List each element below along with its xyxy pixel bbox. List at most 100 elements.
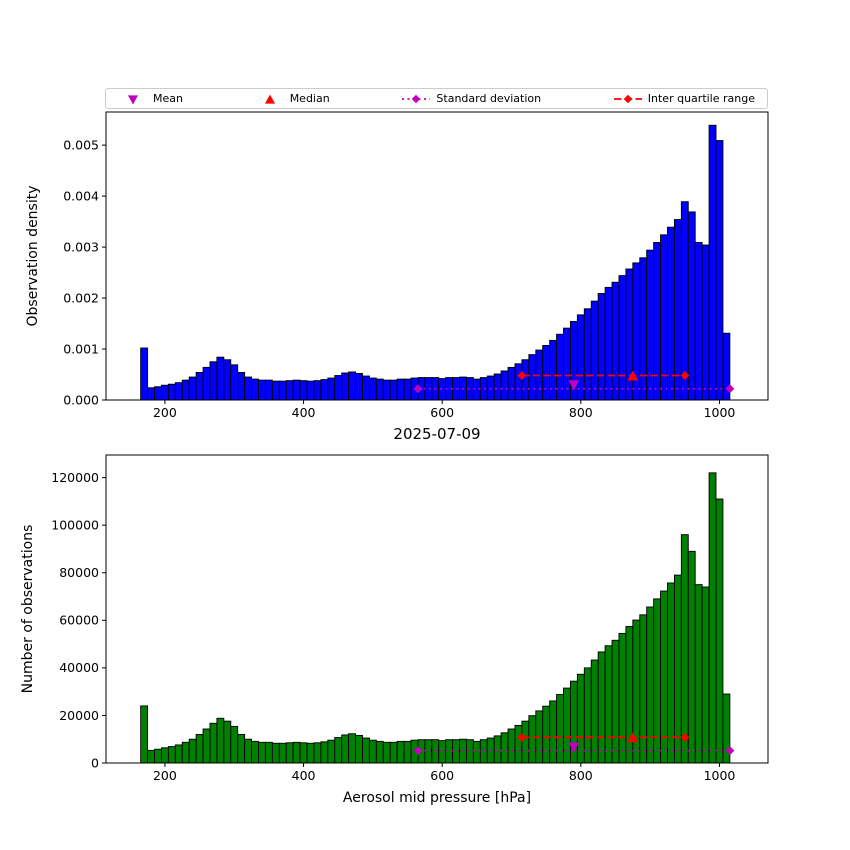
y-tick-label: 80000 [59, 565, 99, 580]
histogram-bar [528, 715, 537, 764]
histogram-bar [230, 725, 239, 764]
histogram-bar [507, 728, 516, 764]
y-tick-label: 0.002 [63, 290, 99, 305]
y-tick-label: 0.003 [63, 239, 99, 254]
histogram-bar [341, 372, 350, 401]
histogram-bar [334, 375, 343, 401]
histogram-bar [667, 226, 675, 401]
histogram-bar [549, 700, 558, 764]
histogram-bar [147, 749, 155, 764]
mean-marker [568, 742, 580, 753]
histogram-bar [244, 376, 253, 401]
histogram-bar [590, 300, 599, 401]
histogram-bar [258, 379, 266, 401]
diamond-dotted-line-icon [402, 94, 431, 103]
histogram-bar [611, 281, 620, 401]
median-marker [627, 370, 639, 381]
histogram-bar [375, 740, 384, 764]
triangle-up-icon [264, 94, 275, 104]
x-tick-label: 800 [569, 768, 593, 783]
panel-top: 200 400 600 800 1000 0.000 0.001 0.002 0.003 0.00… [63, 111, 769, 420]
histogram-bar [625, 626, 634, 764]
histogram-bar [223, 720, 232, 764]
histogram-bar [368, 377, 377, 401]
x-tick-label: 400 [292, 768, 316, 783]
histogram-bar [701, 244, 710, 401]
legend-item-median: Median [255, 92, 330, 106]
panel-bottom: 200 400 600 800 1000 0 20000 40000 60000 80000 100… [51, 454, 769, 783]
histogram-bar [348, 371, 356, 401]
stddev-range-endpoint-marker [725, 746, 735, 756]
histogram-bar [604, 645, 613, 764]
histogram-bar [306, 380, 315, 401]
histogram-bar [639, 257, 648, 401]
histogram-bar [403, 378, 412, 401]
histogram-bar [327, 377, 336, 401]
histogram-bar [396, 740, 405, 764]
x-tick-label: 800 [569, 405, 593, 420]
histogram-bar [438, 378, 447, 401]
histogram-bar [472, 740, 481, 764]
histogram-bar [341, 734, 350, 764]
histogram-bar [188, 738, 197, 764]
chart-title: 2025-07-09 [393, 425, 481, 443]
diamond-dashed-line-icon [613, 94, 642, 103]
y-tick-label: 100000 [51, 518, 99, 533]
histogram-bar [292, 379, 301, 401]
iqr-range-endpoint-marker [517, 371, 527, 381]
histogram-bar [549, 339, 558, 401]
histogram-bar [618, 275, 627, 401]
histogram-bar [618, 632, 627, 764]
histogram-bar [154, 748, 162, 764]
histogram-bar [597, 651, 606, 764]
iqr-range-endpoint-marker [680, 732, 690, 742]
x-tick-label: 200 [153, 405, 177, 420]
histogram-bar [348, 733, 356, 764]
histogram-bar [167, 746, 176, 764]
axes-frame [105, 111, 769, 401]
histogram-bar [140, 347, 149, 401]
histogram-bar [375, 378, 384, 401]
y-tick-label: 0 [91, 755, 99, 770]
histogram-bar [611, 639, 620, 764]
histogram-bar [161, 747, 169, 764]
histogram-bar [715, 498, 724, 764]
histogram-bar [507, 366, 516, 401]
histogram-bar [147, 387, 155, 401]
histogram-bar [278, 380, 287, 401]
histogram-bar [479, 377, 488, 401]
histogram-bar [680, 534, 689, 764]
histogram-bar [396, 378, 405, 401]
histogram-bar [556, 333, 564, 401]
x-tick-label: 1000 [704, 405, 736, 420]
histogram-bar [188, 376, 197, 401]
histogram-bar [237, 734, 246, 764]
legend-item-inter-quartile-range: Inter quartile range [613, 92, 755, 106]
stddev-range-endpoint-marker [725, 384, 735, 394]
iqr-range-endpoint-marker [680, 371, 690, 381]
legend-item-mean: Mean [118, 92, 183, 106]
axes-frame [105, 454, 769, 764]
histogram-bar [521, 720, 530, 764]
x-axis-label: Aerosol mid pressure [hPa] [342, 790, 532, 806]
histogram-bar [604, 286, 613, 401]
histogram-bar [271, 742, 280, 764]
histogram-bar [452, 377, 460, 401]
histogram-bar [694, 584, 703, 764]
histogram-bar [154, 386, 162, 401]
histogram-bar [278, 742, 287, 764]
histogram-bar [251, 378, 259, 401]
iqr-range-endpoint-marker [517, 732, 527, 742]
histogram-bar [264, 741, 273, 764]
histogram-bar [285, 742, 294, 764]
histogram-bar [673, 219, 682, 401]
histogram-bar [258, 741, 266, 764]
x-tick-label: 600 [430, 768, 454, 783]
histogram-bar [355, 734, 363, 764]
legend-label: Inter quartile range [647, 92, 755, 105]
top-y-axis-label: Observation density [25, 185, 41, 327]
histogram-bar [687, 211, 696, 401]
histogram-bar [313, 742, 322, 764]
histogram-bar [230, 364, 239, 401]
